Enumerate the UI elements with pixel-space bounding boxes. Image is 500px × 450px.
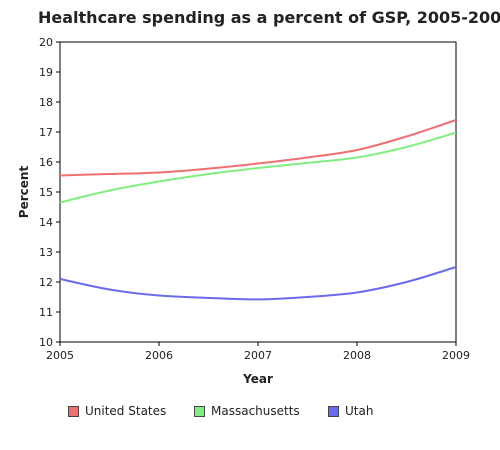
chart-title: Healthcare spending as a percent of GSP,… <box>38 8 500 27</box>
series-line-massachusetts <box>59 131 457 204</box>
y-tick-label: 20 <box>39 36 53 49</box>
y-tick-label: 18 <box>39 96 53 109</box>
legend-swatch <box>194 405 205 417</box>
x-tick-label: 2006 <box>145 349 173 362</box>
legend-item-united-states: United States <box>68 404 166 418</box>
x-tick-label: 2007 <box>244 349 272 362</box>
x-tick-label: 2005 <box>46 349 74 362</box>
y-tick-label: 11 <box>39 306 53 319</box>
plot-frame <box>59 41 457 343</box>
y-tick-label: 15 <box>39 186 53 199</box>
legend-swatch <box>328 405 339 417</box>
x-tick-label: 2008 <box>343 349 371 362</box>
legend-label: Utah <box>345 404 374 418</box>
y-tick-label: 10 <box>39 336 53 349</box>
x-tick-label: 2009 <box>442 349 470 362</box>
y-tick-label: 17 <box>39 126 53 139</box>
legend: United States Massachusetts Utah <box>0 404 500 426</box>
series-line-united-states <box>59 119 457 177</box>
legend-item-massachusetts: Massachusetts <box>194 404 300 418</box>
legend-label: Massachusetts <box>211 404 300 418</box>
legend-label: United States <box>85 404 167 418</box>
legend-swatch <box>68 405 79 417</box>
y-tick-label: 12 <box>39 276 53 289</box>
y-tick-label: 14 <box>39 216 53 229</box>
y-tick-label: 16 <box>39 156 53 169</box>
y-axis-label: Percent <box>17 166 31 219</box>
x-axis-label: Year <box>242 372 273 386</box>
series-line-utah <box>59 266 457 301</box>
legend-item-utah: Utah <box>328 404 373 418</box>
y-tick-label: 19 <box>39 66 53 79</box>
y-tick-label: 13 <box>39 246 53 259</box>
